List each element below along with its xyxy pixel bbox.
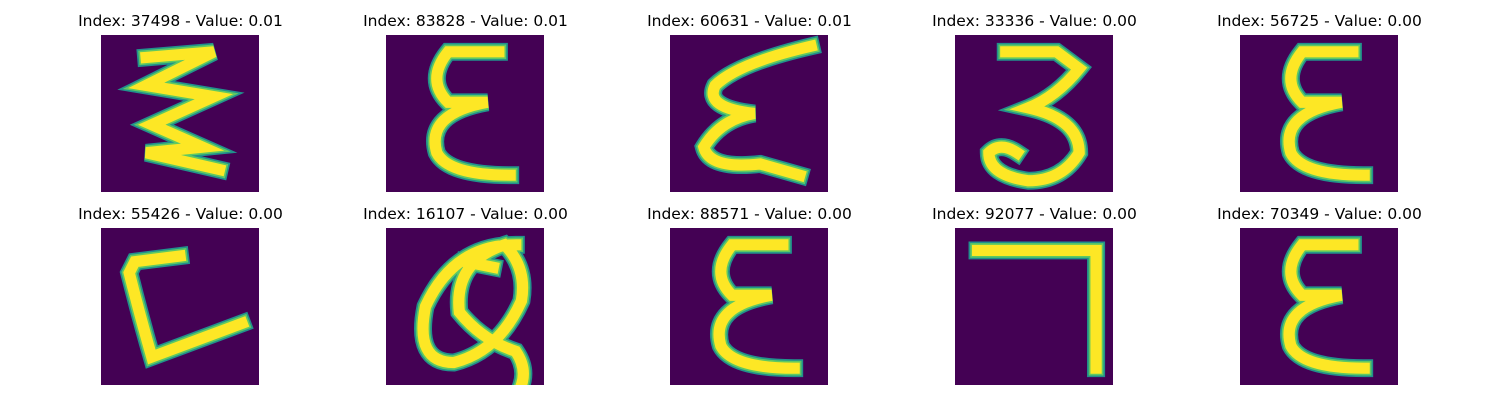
score-value: 0.00: [1102, 12, 1137, 30]
digit-image: [979, 42, 1093, 190]
image-thumbnail: [1240, 35, 1398, 192]
index-value: 60631: [699, 12, 750, 30]
stroke-core: [697, 39, 818, 183]
score-value: 0.00: [1387, 12, 1422, 30]
title-separator: - Value:: [1319, 12, 1388, 30]
image-thumbnail: [670, 228, 828, 385]
title-prefix: Index:: [78, 12, 131, 30]
score-value: 0.00: [248, 205, 283, 223]
stroke-core: [417, 238, 529, 385]
title-separator: - Value:: [180, 205, 249, 223]
image-thumbnail: [955, 228, 1113, 385]
index-value: 55426: [130, 205, 181, 223]
stroke-core: [128, 46, 234, 177]
stroke-outer: [968, 241, 1106, 378]
title-prefix: Index:: [647, 205, 700, 223]
digit-image: [968, 241, 1106, 378]
stroke-core: [123, 249, 250, 365]
panel-title: Index: 83828 - Value: 0.01: [323, 12, 608, 30]
score-value: 0.00: [1102, 205, 1137, 223]
image-thumbnail: [955, 35, 1113, 192]
panel-title: Index: 92077 - Value: 0.00: [892, 205, 1177, 223]
image-panel: Index: 16107 - Value: 0.00: [323, 193, 608, 386]
digit-image: [1280, 235, 1374, 378]
title-separator: - Value:: [1034, 12, 1103, 30]
stroke-core: [983, 46, 1088, 187]
index-value: 56725: [1269, 12, 1320, 30]
index-value: 33336: [984, 12, 1035, 30]
image-panel: Index: 92077 - Value: 0.00: [892, 193, 1177, 386]
panel-title: Index: 33336 - Value: 0.00: [892, 12, 1177, 30]
stroke-core: [713, 239, 800, 374]
title-separator: - Value:: [180, 12, 249, 30]
stroke-core: [1283, 46, 1370, 181]
title-prefix: Index:: [932, 12, 985, 30]
image-thumbnail: [101, 228, 259, 385]
panel-title: Index: 55426 - Value: 0.00: [38, 205, 323, 223]
image-thumbnail: [386, 228, 544, 385]
panel-title: Index: 56725 - Value: 0.00: [1177, 12, 1462, 30]
digit-image: [426, 42, 520, 185]
score-value: 0.01: [248, 12, 283, 30]
image-panel: Index: 88571 - Value: 0.00: [607, 193, 892, 386]
title-prefix: Index:: [1217, 205, 1270, 223]
digit-image: [694, 35, 822, 187]
image-panel: Index: 55426 - Value: 0.00: [38, 193, 323, 386]
score-value: 0.00: [1387, 205, 1422, 223]
digit-image: [1280, 42, 1374, 185]
image-panel: Index: 56725 - Value: 0.00: [1177, 0, 1462, 193]
title-prefix: Index:: [932, 205, 985, 223]
title-separator: - Value:: [1034, 205, 1103, 223]
title-separator: - Value:: [1319, 205, 1388, 223]
image-panel: Index: 70349 - Value: 0.00: [1177, 193, 1462, 386]
title-separator: - Value:: [465, 12, 534, 30]
title-prefix: Index:: [363, 12, 416, 30]
index-value: 70349: [1269, 205, 1320, 223]
title-prefix: Index:: [363, 205, 416, 223]
index-value: 83828: [415, 12, 466, 30]
title-separator: - Value:: [465, 205, 534, 223]
index-value: 88571: [699, 205, 750, 223]
image-thumbnail: [670, 35, 828, 192]
score-value: 0.01: [533, 12, 568, 30]
index-value: 16107: [415, 205, 466, 223]
panel-title: Index: 60631 - Value: 0.01: [607, 12, 892, 30]
image-panel: Index: 37498 - Value: 0.01: [38, 0, 323, 193]
digit-image: [117, 42, 245, 181]
stroke-core: [1283, 239, 1370, 374]
score-value: 0.01: [817, 12, 852, 30]
index-value: 92077: [984, 205, 1035, 223]
image-thumbnail: [1240, 228, 1398, 385]
score-value: 0.00: [817, 205, 852, 223]
image-panel: Index: 60631 - Value: 0.01: [607, 0, 892, 193]
digit-image: [119, 246, 254, 369]
title-prefix: Index:: [647, 12, 700, 30]
digit-image: [710, 235, 804, 378]
digit-image: [413, 234, 533, 385]
panel-title: Index: 88571 - Value: 0.00: [607, 205, 892, 223]
title-prefix: Index:: [78, 205, 131, 223]
panel-title: Index: 37498 - Value: 0.01: [38, 12, 323, 30]
score-value: 0.00: [533, 205, 568, 223]
title-prefix: Index:: [1217, 12, 1270, 30]
image-thumbnail: [386, 35, 544, 192]
image-thumbnail: [101, 35, 259, 192]
index-value: 37498: [130, 12, 181, 30]
panel-title: Index: 16107 - Value: 0.00: [323, 205, 608, 223]
stroke-mid: [970, 243, 1104, 376]
image-panel: Index: 33336 - Value: 0.00: [892, 0, 1177, 193]
title-separator: - Value:: [749, 205, 818, 223]
title-separator: - Value:: [749, 12, 818, 30]
image-panel: Index: 83828 - Value: 0.01: [323, 0, 608, 193]
stroke-core: [429, 46, 516, 181]
stroke-core: [971, 244, 1102, 374]
panel-title: Index: 70349 - Value: 0.00: [1177, 205, 1462, 223]
